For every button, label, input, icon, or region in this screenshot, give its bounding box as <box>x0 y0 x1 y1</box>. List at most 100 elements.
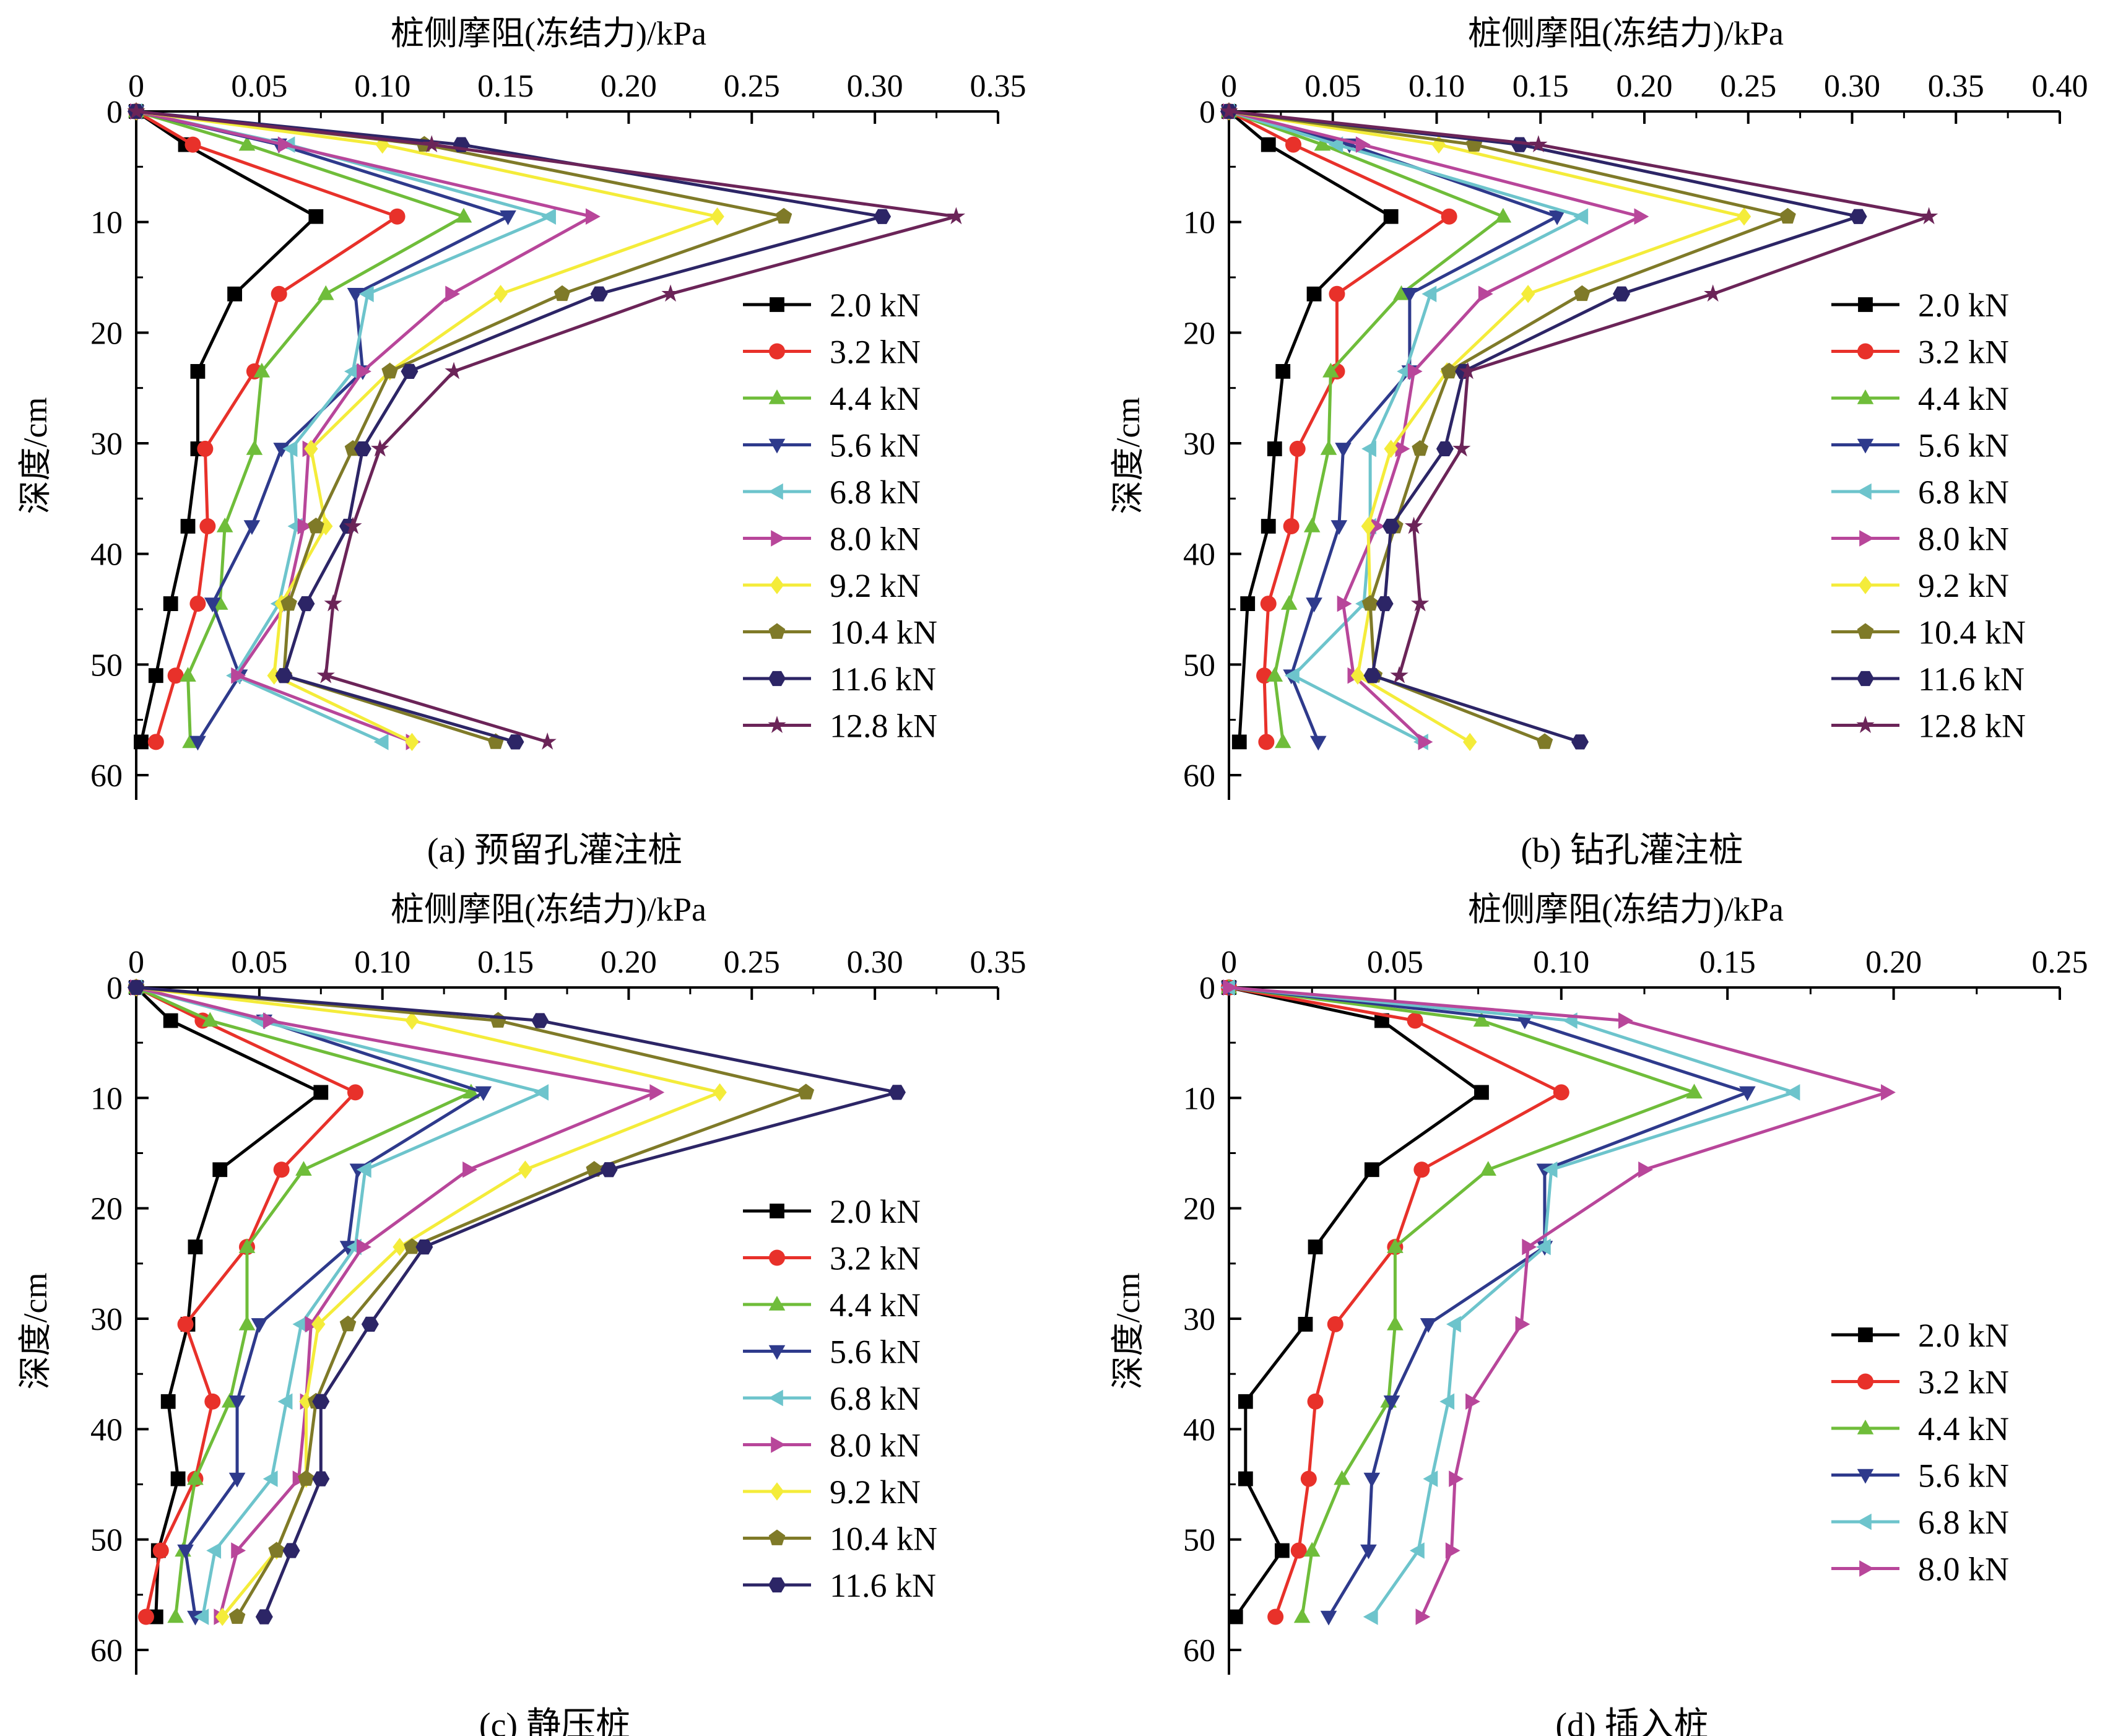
data-point <box>373 734 389 750</box>
data-point <box>238 136 256 151</box>
data-point <box>1300 1470 1317 1487</box>
data-point <box>1478 285 1493 303</box>
legend-label: 6.8 kN <box>830 1380 921 1417</box>
data-point <box>1334 1470 1350 1485</box>
data-point <box>585 208 601 225</box>
data-point <box>134 734 149 750</box>
data-point <box>268 1542 285 1558</box>
data-point <box>1421 285 1437 303</box>
data-point <box>167 667 184 684</box>
series-line <box>1228 986 1696 1617</box>
legend-marker <box>1857 438 1874 454</box>
legend-marker <box>1858 1327 1873 1342</box>
series-line <box>1228 986 1796 1618</box>
data-point <box>253 362 271 378</box>
data-point <box>1446 1316 1461 1333</box>
data-point <box>1515 1316 1530 1333</box>
data-point <box>1436 441 1454 457</box>
x-tick-label: 0.25 <box>1720 69 1776 104</box>
series-10.4-kN <box>128 103 792 749</box>
data-point <box>238 1238 256 1253</box>
data-point <box>354 441 371 457</box>
data-point <box>1404 516 1423 534</box>
data-point <box>1516 1014 1534 1030</box>
series-line <box>136 110 719 744</box>
data-point <box>1686 1083 1703 1099</box>
legend-label: 3.2 kN <box>830 1240 921 1277</box>
legend-marker <box>771 530 786 547</box>
x-tick-label: 0 <box>128 69 144 104</box>
series-10.4-kN <box>128 979 815 1624</box>
chart-caption: (d) 插入桩 <box>1555 1706 1708 1736</box>
legend-label: 6.8 kN <box>1918 474 2009 511</box>
data-point <box>167 1608 184 1623</box>
legend-label: 5.6 kN <box>1918 1457 2009 1495</box>
legend-marker <box>1857 389 1874 404</box>
data-point <box>1220 102 1238 119</box>
data-point <box>649 1084 665 1101</box>
data-point <box>273 1161 290 1178</box>
data-point <box>187 1470 204 1485</box>
series-line <box>1228 110 1451 742</box>
x-tick-label: 0.10 <box>354 69 410 104</box>
data-point <box>445 362 463 380</box>
legend-entry: 2.0 kN <box>743 287 921 324</box>
legend-entry: 5.6 kN <box>743 427 921 464</box>
data-point <box>1390 666 1408 684</box>
legend-label: 6.8 kN <box>830 474 921 511</box>
legend-entry: 9.2 kN <box>743 567 921 604</box>
chart-panel-2: 0 0.05 0.10 0.15 0.20 0.25 0.30 0.35 0.40 0 10 20 30… <box>1109 15 2088 870</box>
data-point <box>1274 733 1291 749</box>
legend-label: 4.4 kN <box>830 1287 921 1324</box>
series-line <box>1228 986 1563 1618</box>
y-tick-label: 30 <box>90 1302 123 1337</box>
data-point <box>1411 594 1430 612</box>
data-point <box>1415 1608 1431 1625</box>
legend-label: 4.4 kN <box>830 380 921 417</box>
data-point <box>1613 286 1631 302</box>
data-point <box>1407 1012 1423 1029</box>
legend-marker <box>1857 1420 1874 1434</box>
data-point <box>415 1239 433 1255</box>
series-line <box>1228 986 1483 1618</box>
y-tick-label: 20 <box>1183 1192 1215 1227</box>
y-axis-title: 深度/cm <box>1109 1273 1147 1390</box>
data-point <box>275 668 293 684</box>
series-line <box>1228 110 1860 744</box>
y-tick-label: 0 <box>106 95 123 130</box>
data-point <box>180 519 196 534</box>
data-point <box>206 1542 222 1559</box>
data-point <box>1370 518 1386 535</box>
legend-entry: 3.2 kN <box>1831 1364 2009 1401</box>
data-point <box>1360 1544 1377 1560</box>
legend-marker <box>770 576 784 594</box>
legend-entry: 4.4 kN <box>1831 380 2009 417</box>
data-point <box>188 1239 203 1254</box>
data-point <box>212 1162 228 1178</box>
series-line <box>1228 986 1889 1618</box>
data-point <box>661 284 680 302</box>
data-point <box>1283 518 1300 534</box>
data-point <box>1704 284 1722 302</box>
y-tick-label: 10 <box>90 1081 123 1116</box>
series-line <box>1228 110 1642 744</box>
data-point <box>888 1085 906 1100</box>
data-point <box>163 1013 178 1028</box>
x-tick-label: 0.25 <box>724 945 780 980</box>
series-line <box>1228 110 1746 744</box>
data-point <box>518 1160 532 1179</box>
legend-label: 8.0 kN <box>1918 521 2009 558</box>
series-3.2-kN <box>1221 979 1569 1625</box>
chart-caption: (c) 静压桩 <box>479 1706 630 1736</box>
x-axis-title: 桩侧摩阻(冻结力)/kPa <box>1468 15 1784 52</box>
y-tick-label: 60 <box>1183 758 1215 794</box>
legend-label: 6.8 kN <box>1918 1504 2009 1541</box>
data-point <box>493 285 508 303</box>
data-point <box>1309 736 1327 751</box>
data-point <box>1303 1542 1321 1557</box>
series-9.2-kN <box>1222 102 1751 752</box>
chart-panel-4: 0 0.05 0.10 0.15 0.20 0.25 0 10 20 30 40 50 60 桩侧摩阻(冻… <box>1109 891 2088 1736</box>
data-point <box>401 363 419 379</box>
data-point <box>267 666 281 685</box>
data-point <box>1571 734 1589 750</box>
